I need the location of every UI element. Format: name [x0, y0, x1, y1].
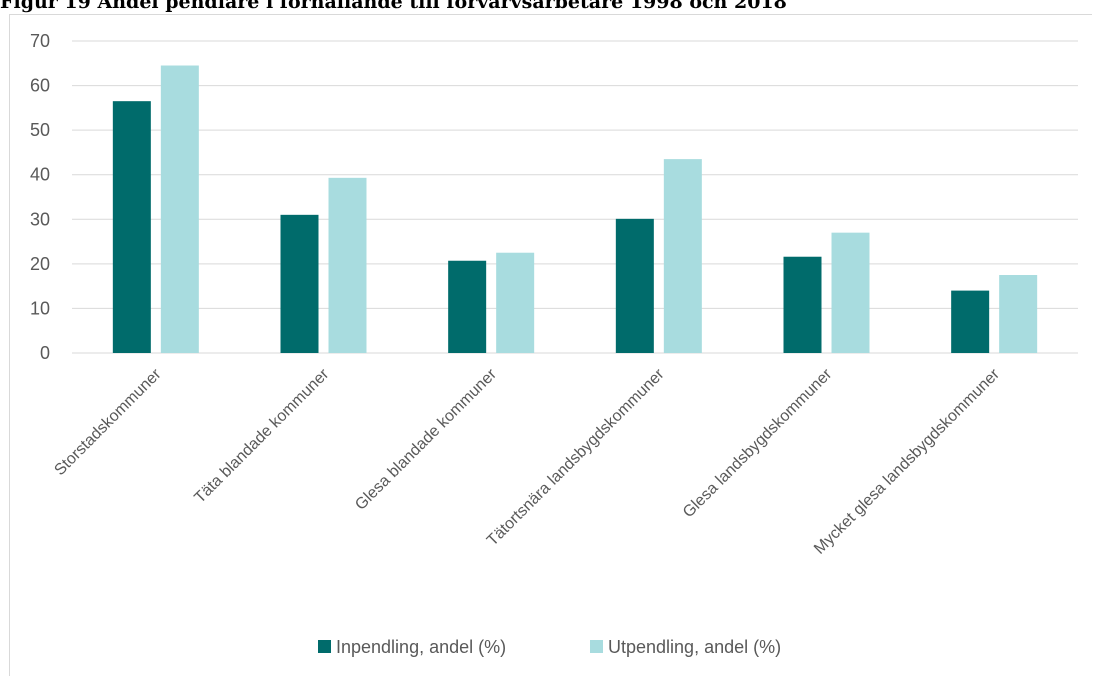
x-category-label: Storstadskommuner [51, 365, 165, 479]
y-tick-label: 50 [30, 120, 50, 140]
chart-frame [9, 14, 1092, 676]
bar-inpendling [783, 256, 822, 353]
bar-inpendling [448, 260, 487, 353]
x-category-label: Glesa landsbygdskommuner [680, 365, 836, 521]
bar-utpendling [831, 232, 870, 353]
bars [112, 65, 1038, 354]
y-tick-label: 0 [40, 343, 50, 363]
x-category-label: Glesa blandade kommuner [352, 365, 500, 513]
legend-label: Utpendling, andel (%) [608, 637, 781, 657]
legend: Inpendling, andel (%) Utpendling, andel (… [318, 637, 781, 657]
bar-utpendling [496, 252, 535, 353]
bar-inpendling [615, 218, 654, 353]
x-category-label: Mycket glesa landsbygdskommuner [811, 365, 1003, 557]
figure-title: Figur 19 Andel pendlare i förhållande ti… [0, 0, 787, 13]
bar-utpendling [999, 275, 1038, 353]
legend-label: Inpendling, andel (%) [336, 637, 506, 657]
bar-inpendling [112, 101, 151, 354]
y-tick-label: 60 [30, 76, 50, 96]
bar-utpendling [160, 65, 199, 353]
legend-swatch [318, 640, 331, 653]
y-tick-label: 70 [30, 31, 50, 51]
bar-utpendling [328, 177, 367, 353]
bar-inpendling [951, 290, 990, 353]
y-tick-label: 40 [30, 165, 50, 185]
bar-inpendling [280, 214, 319, 353]
bar-utpendling [663, 159, 702, 353]
legend-swatch [590, 640, 603, 653]
x-category-label: Tätortsnära landsbygdskommuner [484, 365, 668, 549]
x-axis-labels: Storstadskommuner Täta blandade kommuner G… [51, 365, 1003, 557]
y-tick-label: 30 [30, 209, 50, 229]
y-tick-label: 10 [30, 298, 50, 318]
x-category-label: Täta blandade kommuner [191, 365, 332, 506]
y-tick-label: 20 [30, 254, 50, 274]
gridlines [72, 40, 1078, 354]
y-axis-ticks: 0 10 20 30 40 50 60 70 [30, 31, 50, 363]
